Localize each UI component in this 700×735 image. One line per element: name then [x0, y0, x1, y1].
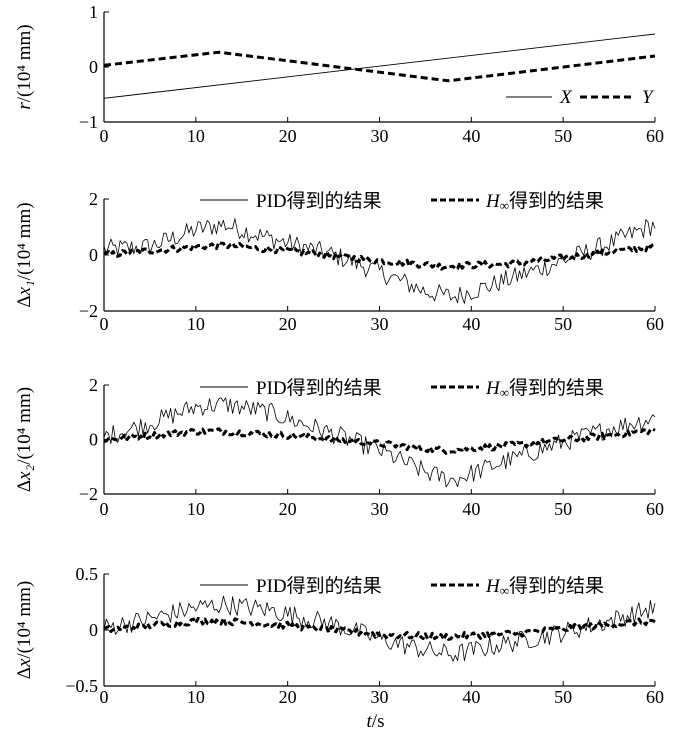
legend-label: PID得到的结果: [256, 377, 382, 399]
x-tick-label: 60: [646, 314, 664, 334]
x-tick-label: 0: [100, 499, 109, 519]
series-line-2: [103, 616, 656, 642]
y-tick-label: −0.5: [65, 676, 98, 696]
y-tick-label: 1: [89, 2, 98, 22]
y-tick-label: −2: [79, 301, 98, 321]
legend-label: PID得到的结果: [256, 190, 382, 212]
x-tick-label: 40: [462, 126, 480, 146]
x-tick-label: 60: [646, 687, 664, 707]
legend-label: H∞得到的结果: [485, 190, 604, 213]
series-line-1: [103, 218, 656, 304]
series-line-1: [103, 33, 656, 99]
x-tick-label: 60: [646, 126, 664, 146]
y-tick-label: 0.5: [76, 564, 99, 584]
legend-label: H∞得到的结果: [485, 575, 604, 598]
y-tick-label: 0: [89, 57, 98, 77]
series-line-2: [103, 240, 656, 271]
y-tick-label: 0: [89, 245, 98, 265]
y-axis-label: Δx₁/(10⁴ mm): [14, 202, 35, 307]
y-axis-label: r/(10⁴ mm): [14, 24, 35, 109]
legend: PID得到的结果 H∞得到的结果: [200, 377, 604, 400]
x-tick-label: 0: [100, 314, 109, 334]
x-tick-label: 50: [554, 126, 572, 146]
series-line-2: [103, 50, 656, 83]
legend: PID得到的结果 H∞得到的结果: [200, 190, 604, 213]
x-tick-label: 10: [187, 314, 205, 334]
y-axis-label: Δx/(10⁴ mm): [14, 581, 35, 680]
x-tick-label: 60: [646, 499, 664, 519]
series-line-2: [103, 427, 656, 455]
x-tick-label: 30: [371, 126, 389, 146]
x-tick-label: 0: [100, 687, 109, 707]
x-tick-label: 30: [371, 687, 389, 707]
x-tick-label: 10: [187, 126, 205, 146]
legend-label: Y: [642, 87, 655, 108]
y-tick-label: 2: [89, 375, 98, 395]
chart-panel-4: 0 10 20 30 40 50 60−0.500.5Δx/(10⁴ mm) PID得到的结果…: [14, 564, 664, 732]
x-tick-label: 10: [187, 687, 205, 707]
y-tick-label: 0: [89, 430, 98, 450]
y-tick-label: −1: [79, 112, 98, 132]
y-tick-label: 2: [89, 189, 98, 209]
x-tick-label: 50: [554, 687, 572, 707]
series-line-1: [103, 595, 656, 662]
legend-label: X: [559, 87, 573, 108]
x-axis-label: t/s: [367, 711, 385, 732]
x-tick-label: 20: [279, 314, 297, 334]
x-tick-label: 0: [100, 126, 109, 146]
x-tick-label: 40: [462, 314, 480, 334]
x-tick-label: 10: [187, 499, 205, 519]
x-tick-label: 30: [371, 499, 389, 519]
legend-label: H∞得到的结果: [485, 377, 604, 400]
x-tick-label: 50: [554, 499, 572, 519]
x-tick-label: 50: [554, 314, 572, 334]
y-axis-label: Δx₂/(10⁴ mm): [14, 387, 35, 492]
x-tick-label: 30: [371, 314, 389, 334]
y-tick-label: −2: [79, 484, 98, 504]
x-tick-label: 20: [279, 687, 297, 707]
legend-label: PID得到的结果: [256, 575, 382, 597]
x-tick-label: 40: [462, 499, 480, 519]
legend: PID得到的结果 H∞得到的结果: [200, 575, 604, 598]
series-line-1: [103, 397, 656, 488]
x-tick-label: 20: [279, 499, 297, 519]
x-tick-label: 20: [279, 126, 297, 146]
x-tick-label: 40: [462, 687, 480, 707]
y-tick-label: 0: [89, 620, 98, 640]
